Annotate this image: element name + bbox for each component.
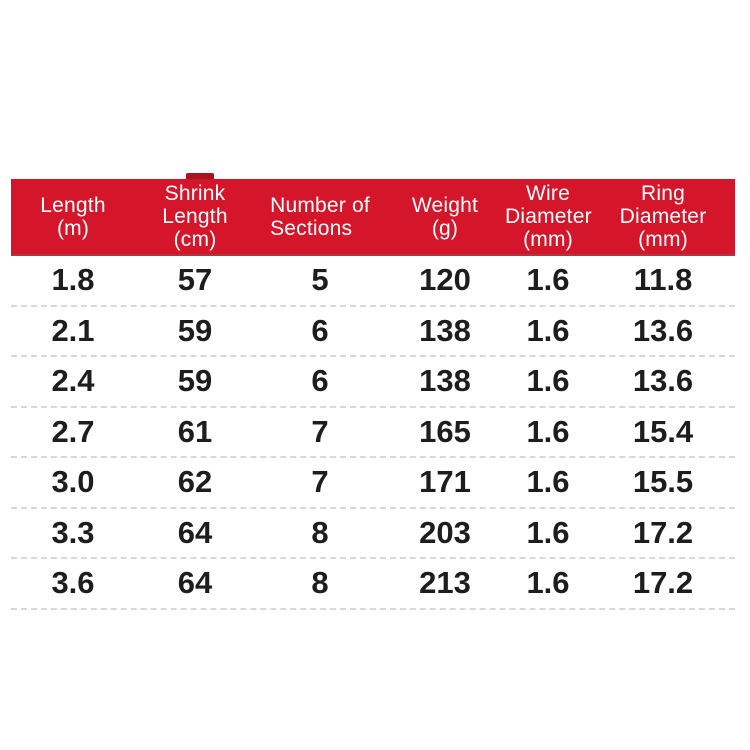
- table-cell: 1.6: [526, 363, 570, 399]
- table-cell: 171: [419, 464, 471, 500]
- table-cell: 1.6: [526, 514, 570, 550]
- table-cell: 62: [177, 464, 213, 500]
- table-cell: 203: [419, 514, 471, 550]
- column-label-line: Diameter: [619, 205, 707, 228]
- column-label-line: Shrink: [164, 182, 226, 205]
- table-cell: 120: [419, 262, 471, 298]
- header-cell-shrink-length: Shrink Length (cm): [135, 182, 255, 251]
- table-cell: 13.6: [632, 312, 694, 348]
- table-cell: 5: [311, 262, 329, 298]
- table-cell: 17.2: [632, 514, 694, 550]
- table-cell: 59: [177, 363, 213, 399]
- header-cell-number-of-sections: Number of Sections: [255, 194, 385, 240]
- table-cell: 59: [177, 312, 213, 348]
- table-cell: 1.6: [526, 312, 570, 348]
- table-cell: 11.8: [633, 262, 693, 298]
- table-cell: 1.8: [51, 262, 95, 298]
- table-row: 1.8 57 5 120 1.6 11.8: [11, 256, 735, 307]
- table-cell: 13.6: [632, 363, 694, 399]
- table-row: 2.1 59 6 138 1.6 13.6: [11, 307, 735, 357]
- column-label-line: (g): [431, 216, 459, 240]
- header-top-smudge: [186, 173, 214, 181]
- table-header: Length (m) Shrink Length (cm) Number of …: [11, 179, 735, 256]
- table-cell: 64: [177, 514, 213, 550]
- table-cell: 17.2: [632, 565, 694, 601]
- table-cell: 8: [311, 514, 329, 550]
- column-label-line: Weight: [411, 193, 479, 217]
- column-label-line: Number of: [270, 193, 370, 217]
- header-cell-length: Length (m): [11, 194, 135, 240]
- header-cell-weight: Weight (g): [385, 194, 505, 240]
- table-cell: 1.6: [526, 464, 570, 500]
- table-cell: 57: [177, 262, 213, 298]
- column-label-line: (m): [56, 216, 90, 240]
- column-label-line: Length: [40, 193, 106, 217]
- table-row: 2.7 61 7 165 1.6 15.4: [11, 408, 735, 458]
- column-label-line: (cm): [173, 228, 217, 251]
- table-cell: 2.4: [51, 363, 95, 399]
- header-cell-ring-diameter: Ring Diameter (mm): [591, 182, 735, 251]
- table-cell: 61: [177, 413, 213, 449]
- table-cell: 138: [419, 363, 471, 399]
- table-cell: 2.1: [51, 312, 95, 348]
- table-cell: 1.6: [526, 565, 570, 601]
- table-cell: 6: [311, 363, 329, 399]
- table-cell: 6: [311, 312, 329, 348]
- table-cell: 1.6: [526, 262, 570, 298]
- table-cell: 15.4: [632, 413, 694, 449]
- column-label-line: Ring: [641, 182, 685, 205]
- table-cell: 138: [419, 312, 471, 348]
- table-cell: 3.0: [51, 464, 95, 500]
- table-cell: 3.6: [51, 565, 95, 601]
- column-label-line: (mm): [523, 228, 573, 251]
- column-label-line: Sections: [270, 216, 353, 240]
- table-cell: 15.5: [632, 464, 694, 500]
- table-cell: 2.7: [51, 413, 95, 449]
- table-cell: 64: [177, 565, 213, 601]
- table-cell: 3.3: [51, 514, 95, 550]
- table-body: 1.8 57 5 120 1.6 11.8 2.1 59 6 138 1.6 1…: [11, 256, 735, 610]
- column-label-block: Number of Sections: [270, 194, 370, 240]
- header-cell-wire-diameter: Wire Diameter (mm): [505, 182, 592, 251]
- product-spec-table: Length (m) Shrink Length (cm) Number of …: [11, 179, 735, 610]
- column-label-line: Wire: [526, 182, 570, 205]
- table-cell: 165: [419, 413, 471, 449]
- table-cell: 7: [311, 413, 329, 449]
- table-row: 3.6 64 8 213 1.6 17.2: [11, 559, 735, 610]
- column-label-line: Length: [162, 205, 228, 228]
- table-cell: 8: [311, 565, 329, 601]
- table-row: 3.0 62 7 171 1.6 15.5: [11, 458, 735, 509]
- table-cell: 213: [419, 565, 471, 601]
- column-label-line: Diameter: [505, 205, 592, 228]
- table-row: 3.3 64 8 203 1.6 17.2: [11, 509, 735, 559]
- column-label-line: (mm): [638, 228, 688, 251]
- table-row: 2.4 59 6 138 1.6 13.6: [11, 357, 735, 408]
- table-cell: 1.6: [526, 413, 570, 449]
- table-cell: 7: [311, 464, 329, 500]
